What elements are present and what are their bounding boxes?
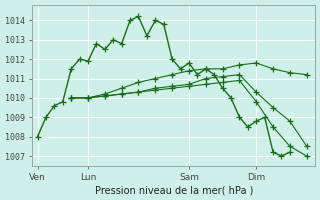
X-axis label: Pression niveau de la mer( hPa ): Pression niveau de la mer( hPa ) (95, 185, 253, 195)
